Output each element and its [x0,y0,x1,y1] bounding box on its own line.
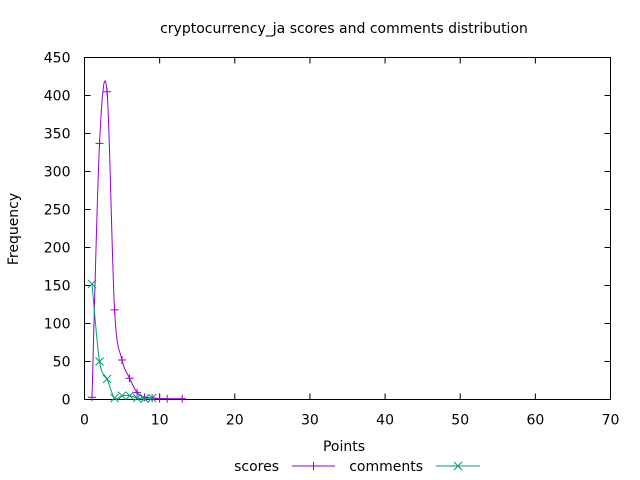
data-point-scores [103,87,112,96]
chart-title: cryptocurrency_ja scores and comments di… [160,21,528,37]
plot-frame [84,57,611,400]
y-tick-label: 50 [53,355,71,371]
data-point-scores [125,374,134,383]
data-point-scores [88,393,97,402]
data-point-comments [132,393,142,403]
data-point-comments [95,357,104,366]
y-tick-label: 350 [44,127,71,143]
legend-label: scores [234,459,279,475]
x-axis: 0 10 20 30 40 50 60 70 [80,57,620,429]
y-tick-label: 450 [44,51,71,67]
legend: scores comments [234,459,480,475]
data-point-scores [110,305,119,314]
x-tick-label: 20 [226,413,244,429]
x-axis-label: Points [323,439,365,455]
series-scores [88,80,187,403]
x-tick-label: 10 [151,413,169,429]
x-tick-label: 40 [376,413,394,429]
series-line-scores [91,80,183,400]
data-point-scores [118,355,127,364]
series-line-comments [91,283,153,400]
data-point-scores [178,394,187,403]
data-point-comments [125,391,134,401]
x-tick-label: 70 [602,413,620,429]
data-point-scores [155,394,164,403]
y-tick-label: 200 [44,241,71,257]
x-tick-label: 0 [80,413,89,429]
data-point-scores [95,139,104,148]
y-tick-label: 250 [44,203,71,219]
y-tick-label: 0 [62,393,71,409]
data-point-comments [87,279,97,289]
y-tick-label: 400 [44,89,71,105]
y-tick-label: 100 [44,317,71,333]
legend-item-comments: comments [349,459,480,475]
data-point-scores [140,393,149,402]
y-tick-label: 150 [44,279,71,295]
legend-label: comments [349,459,423,475]
data-point-scores [163,394,172,403]
data-point-comments [102,374,112,384]
x-tick-label: 30 [301,413,319,429]
legend-swatch-marker [453,461,463,471]
y-tick-label: 300 [44,165,71,181]
data-point-comments [140,394,149,404]
x-tick-label: 60 [526,413,544,429]
legend-swatch-marker [309,462,318,470]
data-point-scores [133,388,142,397]
legend-item-scores: scores [234,459,335,475]
y-axis-label: Frequency [6,193,22,265]
data-point-comments [147,393,157,403]
data-point-comments [110,393,119,403]
data-point-comments [117,391,127,401]
x-tick-label: 50 [451,413,469,429]
series-comments [87,279,157,404]
series-layer [87,80,187,404]
y-axis: 0 50 100 150 200 250 300 350 400 450 [44,51,611,409]
